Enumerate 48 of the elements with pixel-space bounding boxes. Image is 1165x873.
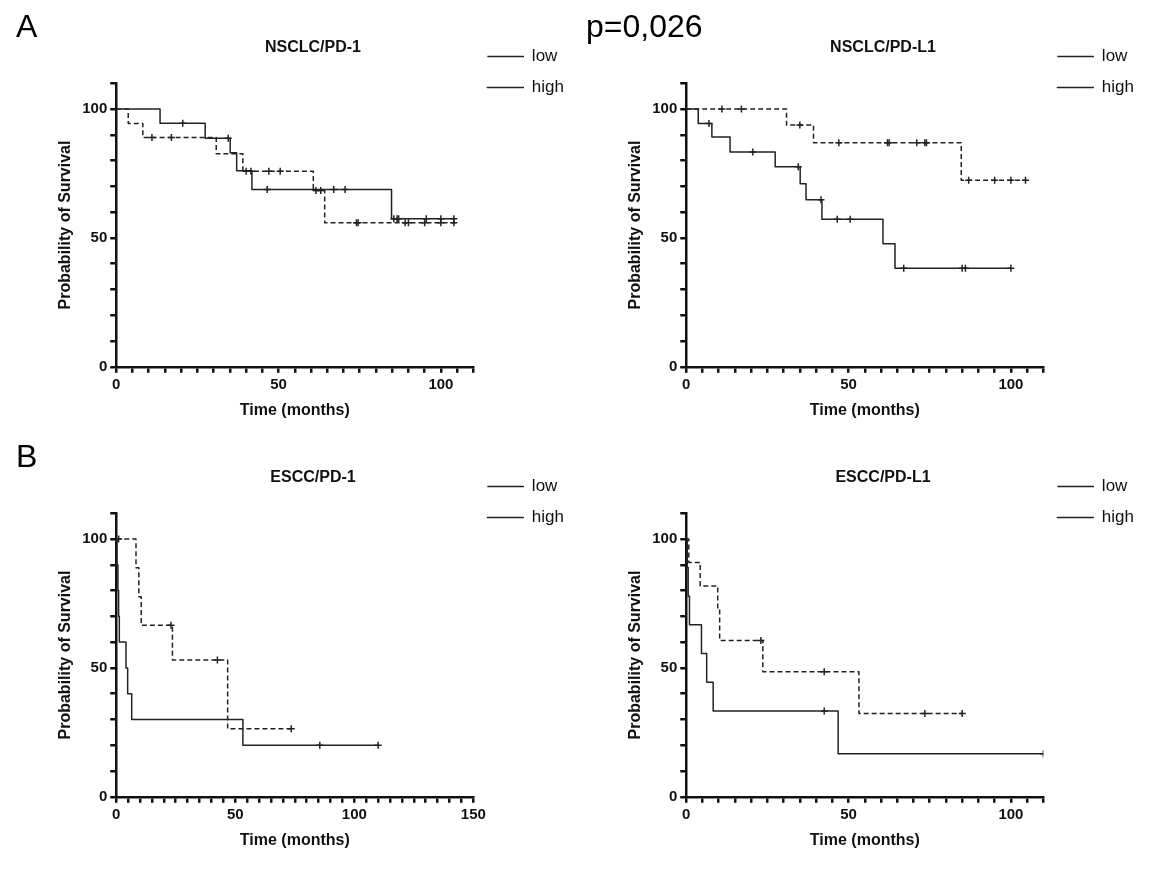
y-tick-label: 100	[82, 529, 108, 547]
x-tick-label: 100	[998, 374, 1024, 392]
x-tick-label: 150	[460, 804, 486, 822]
y-tick-label: 100	[652, 99, 678, 117]
text: p=0,026	[586, 8, 703, 45]
legend-label: low	[531, 46, 559, 66]
legend-label: low	[1101, 46, 1129, 66]
text: A	[16, 8, 38, 45]
x-tick-label: 100	[428, 374, 454, 392]
y-axis-title: Probability of Survival	[56, 140, 74, 310]
text: B	[16, 438, 38, 475]
chart-title: NSCLC/PD-L1	[830, 38, 936, 56]
y-tick-label: 100	[82, 99, 108, 117]
x-tick-label: 0	[682, 374, 691, 392]
chart-title: NSCLC/PD-1	[264, 38, 362, 56]
y-axis-title: Probability of Survival	[626, 140, 644, 310]
legend-label: low	[531, 476, 559, 496]
x-tick-label: 0	[682, 804, 691, 822]
y-tick-label: 0	[668, 786, 678, 804]
x-axis-title: Time (months)	[809, 400, 920, 418]
y-tick-label: 0	[98, 356, 108, 374]
x-tick-label: 100	[998, 804, 1024, 822]
y-tick-label: 0	[98, 786, 108, 804]
x-tick-label: 0	[112, 374, 121, 392]
y-tick-label: 50	[90, 658, 108, 676]
legend-label: high	[1101, 77, 1134, 97]
x-tick-label: 50	[840, 804, 857, 822]
y-axis-title: Probability of Survival	[56, 570, 74, 740]
y-tick-label: 100	[652, 529, 678, 547]
x-axis-title: Time (months)	[239, 400, 350, 418]
legend-label: high	[1101, 507, 1134, 527]
legend-label: high	[531, 77, 564, 97]
y-axis-title: Probability of Survival	[626, 570, 644, 740]
x-tick-label: 50	[226, 804, 244, 822]
legend-label: high	[531, 507, 564, 527]
x-tick-label: 0	[112, 804, 121, 822]
x-axis-title: Time (months)	[809, 830, 920, 848]
x-tick-label: 100	[341, 804, 367, 822]
chart-title: ESCC/PD-L1	[835, 468, 931, 486]
y-tick-label: 50	[660, 658, 678, 676]
legend-label: low	[1101, 476, 1129, 496]
x-axis-title: Time (months)	[239, 830, 350, 848]
x-tick-label: 50	[270, 374, 287, 392]
y-tick-label: 50	[660, 228, 678, 246]
x-tick-label: 50	[840, 374, 857, 392]
y-tick-label: 0	[668, 356, 678, 374]
y-tick-label: 50	[90, 228, 108, 246]
chart-title: ESCC/PD-1	[270, 468, 356, 486]
